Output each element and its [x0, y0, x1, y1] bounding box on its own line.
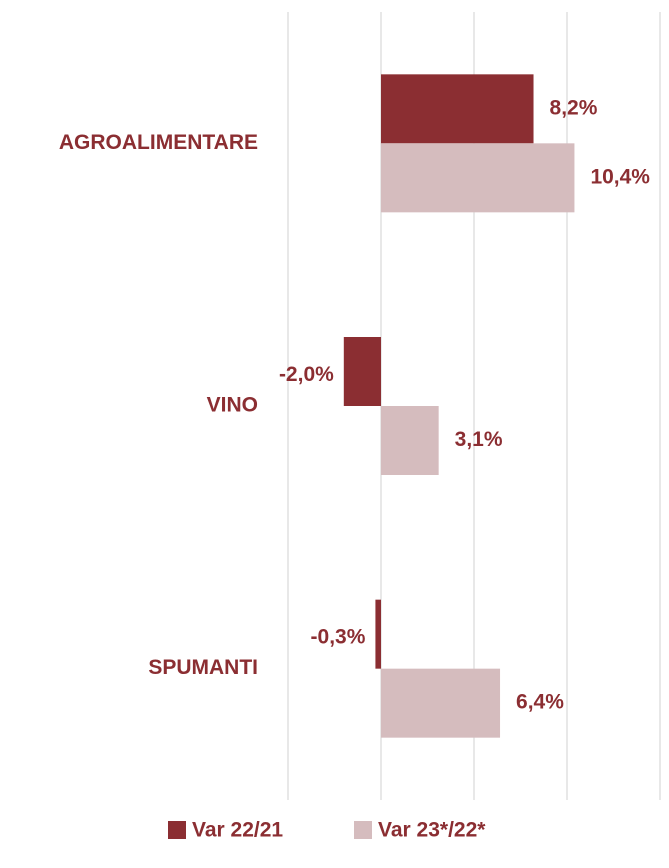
value-label: -0,3%	[311, 626, 366, 649]
legend-label: Var 22/21	[192, 819, 283, 842]
bar	[381, 74, 534, 144]
category-label: AGROALIMENTARE	[59, 131, 258, 154]
legend-label: Var 23*/22*	[378, 819, 486, 842]
value-label: 10,4%	[590, 165, 650, 188]
bar	[381, 406, 439, 475]
category-label: VINO	[207, 394, 258, 417]
bar	[381, 668, 501, 738]
legend-swatch	[354, 821, 372, 839]
bar	[343, 337, 381, 406]
bar	[381, 143, 575, 213]
value-label: 3,1%	[455, 428, 503, 451]
category-label: SPUMANTI	[148, 656, 258, 679]
value-label: 6,4%	[516, 691, 564, 714]
legend-swatch	[168, 821, 186, 839]
value-label: 8,2%	[550, 96, 598, 119]
value-label: -2,0%	[279, 363, 334, 386]
bar	[375, 599, 381, 669]
